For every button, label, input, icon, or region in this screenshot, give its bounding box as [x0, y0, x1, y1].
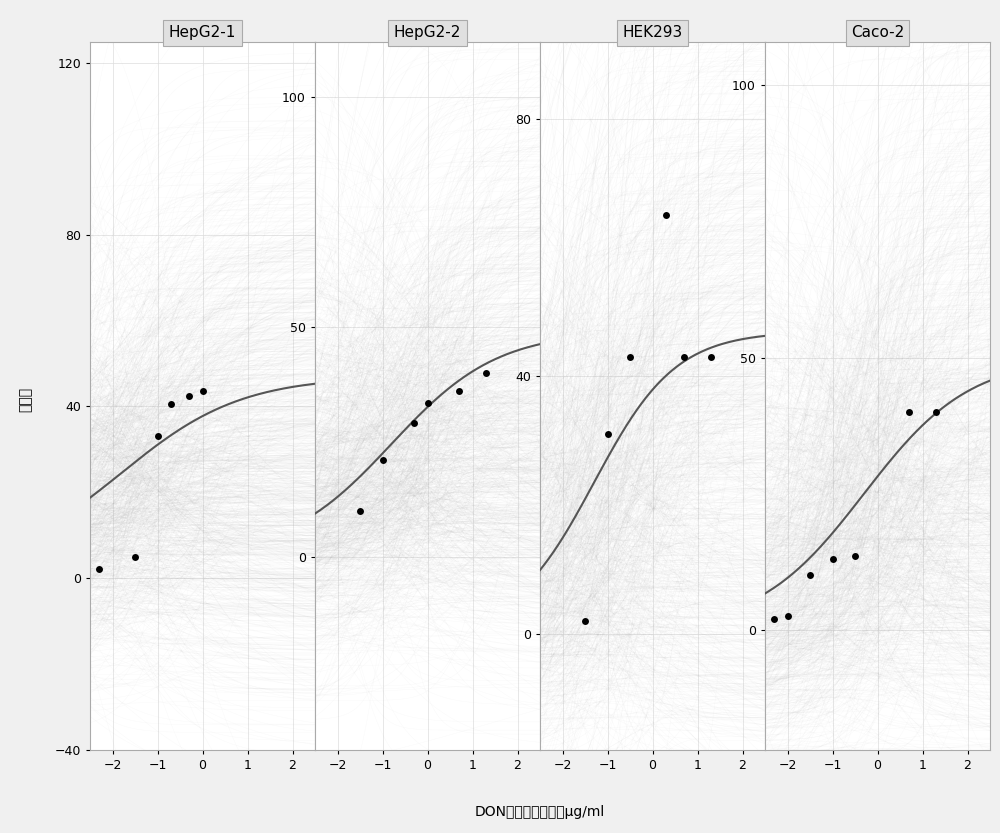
Title: HepG2-1: HepG2-1	[169, 26, 236, 41]
Title: HEK293: HEK293	[622, 26, 683, 41]
Text: DON浓度的对数转换μg/ml: DON浓度的对数转换μg/ml	[475, 806, 605, 819]
Title: HepG2-2: HepG2-2	[394, 26, 461, 41]
Text: 致死率: 致死率	[18, 387, 32, 412]
Title: Caco-2: Caco-2	[851, 26, 904, 41]
